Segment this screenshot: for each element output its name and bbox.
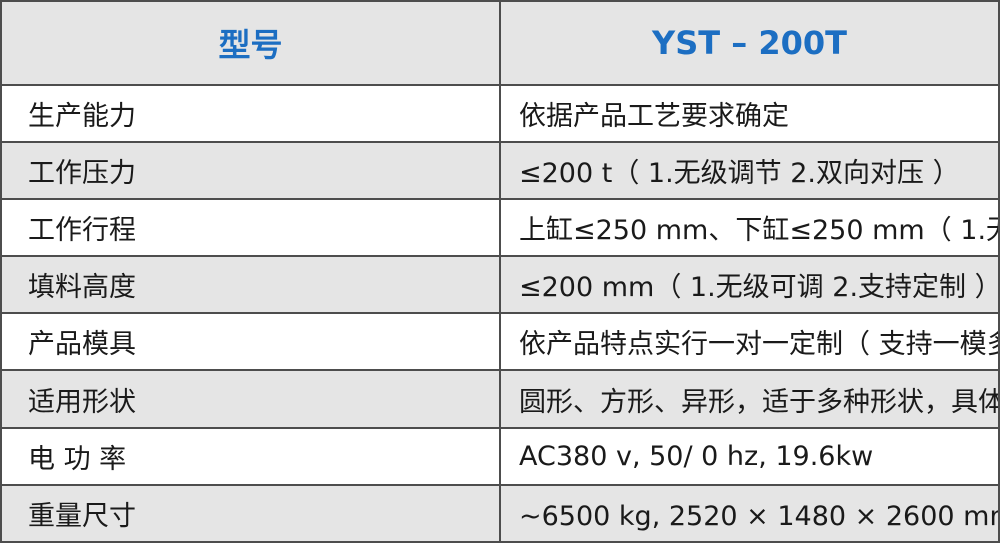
spec-key: 重量尺寸 xyxy=(0,483,501,543)
spec-value: 依产品特点实行一对一定制（ 支持一模多出 ） xyxy=(499,312,1000,372)
spec-key: 产品模具 xyxy=(0,312,501,372)
spec-value: AC380 v, 50/ 0 hz, 19.6kw xyxy=(499,426,1000,486)
spec-row: 生产能力 依据产品工艺要求确定 xyxy=(0,83,1000,143)
spec-key: 生产能力 xyxy=(0,83,501,143)
spec-row: 电 功 率 AC380 v, 50/ 0 hz, 19.6kw xyxy=(0,426,1000,486)
spec-key: 工作压力 xyxy=(0,140,501,200)
spec-value: ~6500 kg, 2520 × 1480 × 2600 mm（ L×W×H ） xyxy=(499,483,1000,543)
spec-value: ≤200 t（ 1.无级调节 2.双向对压 ） xyxy=(499,140,1000,200)
spec-value: 圆形、方形、异形，适于多种形状，具体请咨询 xyxy=(499,369,1000,429)
spec-key: 填料高度 xyxy=(0,255,501,315)
spec-key: 工作行程 xyxy=(0,197,501,258)
spec-value: ≤200 mm（ 1.无级可调 2.支持定制 ） xyxy=(499,255,1000,315)
spec-row: 工作压力 ≤200 t（ 1.无级调节 2.双向对压 ） xyxy=(0,140,1000,200)
spec-value: 依据产品工艺要求确定 xyxy=(499,83,1000,143)
spec-key: 电 功 率 xyxy=(0,426,501,486)
spec-row: 填料高度 ≤200 mm（ 1.无级可调 2.支持定制 ） xyxy=(0,255,1000,315)
header-value: YST – 200T xyxy=(499,0,1000,86)
spec-value: 上缸≤250 mm、下缸≤250 mm（ 1.无级调节 2.支持定制 ） xyxy=(499,197,1000,258)
spec-row: 重量尺寸~6500 kg, 2520 × 1480 × 2600 mm（ L×W… xyxy=(0,483,1000,543)
header-key: 型号 xyxy=(0,0,501,86)
spec-key: 适用形状 xyxy=(0,369,501,429)
header-row: 型号 YST – 200T xyxy=(0,0,1000,86)
